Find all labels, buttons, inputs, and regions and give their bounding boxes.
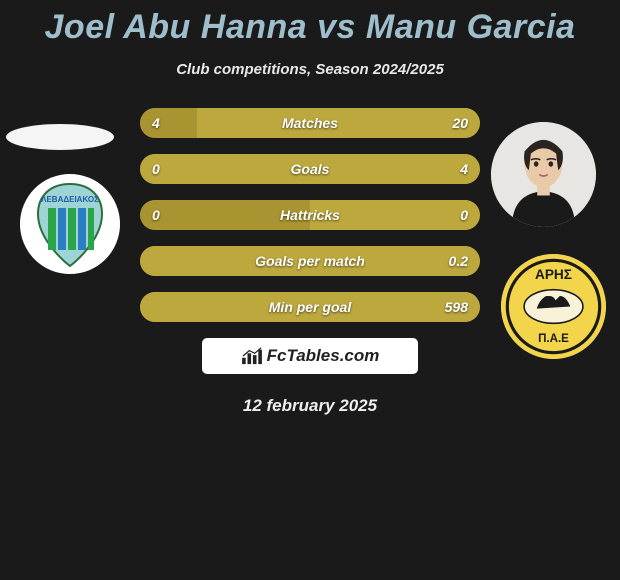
svg-text:ΑΡΗΣ: ΑΡΗΣ bbox=[535, 267, 572, 282]
stat-row: Min per goal598 bbox=[140, 292, 480, 322]
stat-value-right: 598 bbox=[430, 299, 480, 315]
branding-badge: FcTables.com bbox=[202, 338, 418, 374]
stat-label: Min per goal bbox=[190, 299, 430, 315]
stat-label: Goals bbox=[190, 161, 430, 177]
stat-row: 4Matches20 bbox=[140, 108, 480, 138]
stat-value-right: 4 bbox=[430, 161, 480, 177]
stat-value-left: 4 bbox=[140, 115, 190, 131]
stat-value-left: 0 bbox=[140, 161, 190, 177]
subtitle: Club competitions, Season 2024/2025 bbox=[0, 61, 620, 78]
stat-bars: 4Matches200Goals40Hattricks0Goals per ma… bbox=[140, 108, 480, 322]
club-right-badge: ΑΡΗΣ Π.Α.Ε bbox=[501, 254, 606, 359]
stat-label: Matches bbox=[190, 115, 430, 131]
page-title: Joel Abu Hanna vs Manu Garcia bbox=[0, 0, 620, 47]
stat-value-right: 20 bbox=[430, 115, 480, 131]
stat-row: 0Goals4 bbox=[140, 154, 480, 184]
branding-text: FcTables.com bbox=[267, 346, 380, 366]
club-left-badge: ΛΕΒΑΔΕΙΑΚΟΣ bbox=[20, 174, 120, 274]
stat-value-right: 0 bbox=[430, 207, 480, 223]
stat-label: Goals per match bbox=[190, 253, 430, 269]
bars-icon bbox=[241, 347, 263, 365]
svg-text:Π.Α.Ε: Π.Α.Ε bbox=[538, 333, 569, 345]
date-label: 12 february 2025 bbox=[0, 396, 620, 416]
stat-value-left: 0 bbox=[140, 207, 190, 223]
svg-text:ΛΕΒΑΔΕΙΑΚΟΣ: ΛΕΒΑΔΕΙΑΚΟΣ bbox=[41, 195, 99, 204]
stat-label: Hattricks bbox=[190, 207, 430, 223]
stat-row: 0Hattricks0 bbox=[140, 200, 480, 230]
player-left-avatar-placeholder bbox=[6, 124, 114, 150]
stat-value-right: 0.2 bbox=[430, 253, 480, 269]
player-right-avatar bbox=[491, 122, 596, 227]
stat-row: Goals per match0.2 bbox=[140, 246, 480, 276]
comparison-content: ΛΕΒΑΔΕΙΑΚΟΣ ΑΡΗΣ Π.Α.Ε bbox=[0, 108, 620, 416]
